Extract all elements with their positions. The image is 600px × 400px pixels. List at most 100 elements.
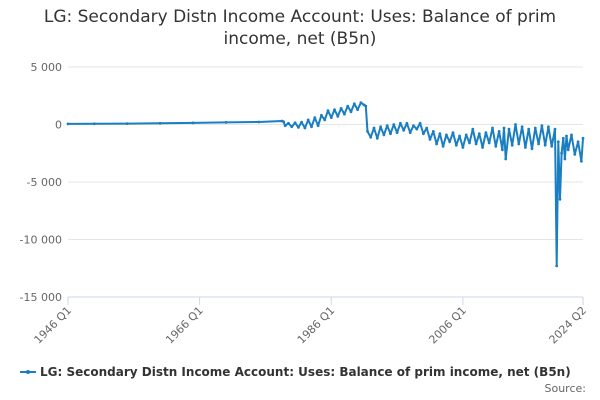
data-point[interactable] <box>313 116 317 119</box>
data-point[interactable] <box>484 131 488 135</box>
data-point[interactable] <box>375 136 379 140</box>
data-point[interactable] <box>502 126 506 130</box>
data-point[interactable] <box>320 113 323 117</box>
data-point[interactable] <box>431 130 435 133</box>
data-point[interactable] <box>191 121 195 125</box>
data-point[interactable] <box>581 136 585 140</box>
data-point[interactable] <box>356 108 359 111</box>
data-point[interactable] <box>514 123 517 126</box>
data-point[interactable] <box>435 142 438 146</box>
data-point[interactable] <box>412 124 415 128</box>
data-point[interactable] <box>537 142 540 146</box>
data-point[interactable] <box>547 125 550 129</box>
data-point[interactable] <box>566 148 570 152</box>
data-point[interactable] <box>504 157 508 161</box>
data-point[interactable] <box>257 120 261 124</box>
data-point[interactable] <box>366 130 369 133</box>
data-point[interactable] <box>125 122 129 125</box>
data-point[interactable] <box>290 125 294 129</box>
data-point[interactable] <box>461 146 465 149</box>
data-point[interactable] <box>558 197 562 201</box>
data-point[interactable] <box>352 102 356 106</box>
data-point[interactable] <box>527 127 531 131</box>
data-point[interactable] <box>326 109 330 113</box>
data-point[interactable] <box>323 118 327 122</box>
data-point[interactable] <box>282 120 285 123</box>
data-point[interactable] <box>563 157 567 161</box>
data-point[interactable] <box>561 136 565 140</box>
data-point[interactable] <box>494 144 498 148</box>
data-point[interactable] <box>533 126 537 130</box>
data-point[interactable] <box>560 151 563 155</box>
data-point[interactable] <box>399 121 402 125</box>
data-point[interactable] <box>415 127 419 131</box>
data-point[interactable] <box>451 131 455 135</box>
data-point[interactable] <box>468 141 471 145</box>
data-point[interactable] <box>550 144 554 148</box>
data-point[interactable] <box>458 134 461 138</box>
data-point[interactable] <box>428 138 432 141</box>
data-point[interactable] <box>359 101 363 105</box>
data-point[interactable] <box>300 120 303 124</box>
data-point[interactable] <box>92 122 96 126</box>
data-point[interactable] <box>66 122 70 126</box>
data-point[interactable] <box>395 131 399 135</box>
data-point[interactable] <box>283 124 287 128</box>
data-point[interactable] <box>316 124 320 128</box>
data-point[interactable] <box>501 148 504 152</box>
data-point[interactable] <box>454 143 458 147</box>
data-point[interactable] <box>364 104 368 108</box>
data-point[interactable] <box>497 130 501 133</box>
data-point[interactable] <box>573 153 577 156</box>
data-point[interactable] <box>224 121 228 124</box>
data-point[interactable] <box>441 144 445 148</box>
data-point[interactable] <box>418 121 422 125</box>
data-point[interactable] <box>310 125 313 129</box>
data-point[interactable] <box>336 115 340 118</box>
data-point[interactable] <box>287 121 290 125</box>
data-point[interactable] <box>507 127 511 131</box>
data-point[interactable] <box>346 104 350 108</box>
data-point[interactable] <box>576 140 580 144</box>
data-point[interactable] <box>297 126 300 129</box>
data-point[interactable] <box>555 264 559 268</box>
data-point[interactable] <box>293 121 297 125</box>
data-point[interactable] <box>543 143 547 147</box>
data-point[interactable] <box>333 108 336 111</box>
data-point[interactable] <box>553 127 557 131</box>
data-point[interactable] <box>422 132 425 136</box>
data-point[interactable] <box>392 123 396 126</box>
data-point[interactable] <box>517 142 521 146</box>
data-point[interactable] <box>474 142 478 146</box>
data-point[interactable] <box>520 125 524 129</box>
data-point[interactable] <box>343 112 346 116</box>
data-point[interactable] <box>580 159 583 163</box>
data-point[interactable] <box>481 146 484 149</box>
data-point[interactable] <box>510 143 514 147</box>
data-point[interactable] <box>556 140 560 144</box>
data-point[interactable] <box>491 126 494 130</box>
data-point[interactable] <box>379 125 382 129</box>
legend-series-label[interactable]: LG: Secondary Distn Income Account: Uses… <box>40 365 571 379</box>
data-point[interactable] <box>524 146 527 149</box>
data-point[interactable] <box>306 118 310 122</box>
data-point[interactable] <box>471 127 475 131</box>
data-point[interactable] <box>464 133 468 137</box>
data-point[interactable] <box>372 126 376 130</box>
data-point[interactable] <box>448 140 452 144</box>
data-point[interactable] <box>438 132 442 136</box>
data-point[interactable] <box>369 135 373 139</box>
data-point[interactable] <box>530 147 534 151</box>
data-point[interactable] <box>425 126 429 130</box>
data-point[interactable] <box>540 124 544 128</box>
data-point[interactable] <box>382 133 386 137</box>
data-point[interactable] <box>389 132 392 136</box>
data-point[interactable] <box>402 128 406 132</box>
data-point[interactable] <box>445 133 448 137</box>
data-point[interactable] <box>339 107 343 110</box>
data-point[interactable] <box>570 133 573 137</box>
data-point[interactable] <box>487 141 491 145</box>
data-point[interactable] <box>565 134 568 138</box>
data-point[interactable] <box>329 116 333 119</box>
data-point[interactable] <box>158 121 162 125</box>
